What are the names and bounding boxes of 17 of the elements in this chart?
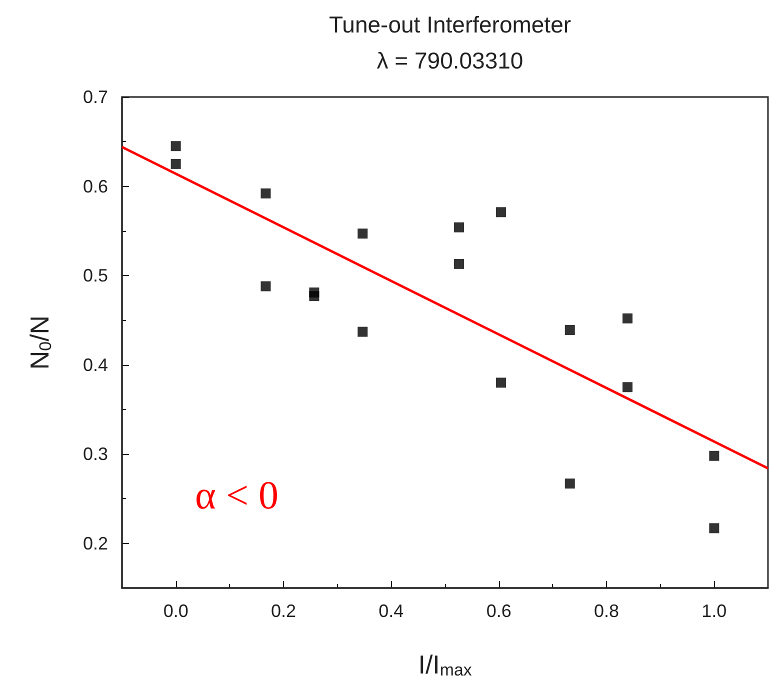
x-tick-label: 0.6 <box>486 601 512 621</box>
chart-subtitle: λ = 790.03310 <box>376 48 524 74</box>
y-tick-label: 0.7 <box>82 87 108 107</box>
chart-title: Tune-out Interferometer <box>328 12 572 38</box>
x-tick-label: 0.8 <box>594 601 620 621</box>
y-tick-label: 0.4 <box>82 354 108 375</box>
x-tick-label: 0.4 <box>378 601 404 621</box>
x-axis-title: I/Imax <box>418 649 472 680</box>
y-tick-label: 0.3 <box>82 444 108 464</box>
x-tick-label: 0.0 <box>163 601 188 621</box>
annotation: α < 0 <box>195 472 279 518</box>
y-tick-label: 0.2 <box>82 533 108 554</box>
y-tick-label: 0.5 <box>82 266 108 286</box>
y-tick-label: 0.6 <box>82 176 108 196</box>
x-tick-label: 0.2 <box>270 601 296 621</box>
y-axis-title: N0/N <box>24 315 55 370</box>
x-tick-label: 1.0 <box>702 601 727 621</box>
